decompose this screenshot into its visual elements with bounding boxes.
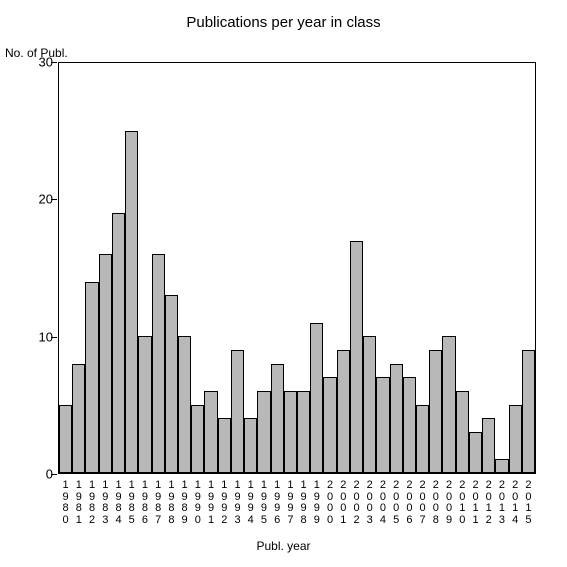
bar [271, 364, 284, 473]
bar [244, 418, 257, 473]
bar [165, 295, 178, 473]
x-tick-label: 2004 [377, 480, 389, 526]
x-tick-label: 1984 [113, 480, 125, 526]
x-tick-label: 1987 [152, 480, 164, 526]
x-tick-label: 1981 [73, 480, 85, 526]
y-tick-mark [51, 199, 57, 200]
bar [522, 350, 535, 473]
x-tick-label: 1988 [165, 480, 177, 526]
x-tick-label: 1980 [60, 480, 72, 526]
bar [482, 418, 495, 473]
bar [85, 282, 98, 473]
x-tick-label: 2003 [364, 480, 376, 526]
bar [204, 391, 217, 473]
x-tick-label: 1983 [99, 480, 111, 526]
bar [429, 350, 442, 473]
bar [363, 336, 376, 473]
bar [284, 391, 297, 473]
x-tick-label: 1989 [179, 480, 191, 526]
bar [350, 241, 363, 473]
x-tick-label: 2001 [337, 480, 349, 526]
bar [323, 377, 336, 473]
y-tick-mark [51, 62, 57, 63]
bar [125, 131, 138, 473]
y-tick-mark [51, 337, 57, 338]
bar [337, 350, 350, 473]
bar [191, 405, 204, 473]
x-axis-label: Publ. year [0, 539, 567, 553]
x-tick-label: 1986 [139, 480, 151, 526]
x-tick-label: 1994 [245, 480, 257, 526]
bar [99, 254, 112, 473]
x-tick-label: 2013 [496, 480, 508, 526]
bar [403, 377, 416, 473]
bar [152, 254, 165, 473]
bar [59, 405, 72, 473]
bar [390, 364, 403, 473]
bar [138, 336, 151, 473]
x-tick-label: 1999 [311, 480, 323, 526]
x-tick-label: 2011 [470, 480, 482, 526]
x-tick-label: 1985 [126, 480, 138, 526]
x-tick-label: 1996 [271, 480, 283, 526]
bar [456, 391, 469, 473]
y-tick-mark [51, 474, 57, 475]
x-tick-label: 2000 [324, 480, 336, 526]
bar [376, 377, 389, 473]
bar [72, 364, 85, 473]
bar [416, 405, 429, 473]
bar [178, 336, 191, 473]
x-tick-label: 2008 [430, 480, 442, 526]
x-tick-label: 2007 [417, 480, 429, 526]
x-tick-label: 1992 [218, 480, 230, 526]
x-tick-label: 1990 [192, 480, 204, 526]
bar [495, 459, 508, 473]
bar [310, 323, 323, 473]
x-tick-label: 1991 [205, 480, 217, 526]
chart-container: Publications per year in class No. of Pu… [0, 0, 567, 567]
x-tick-label: 1982 [86, 480, 98, 526]
x-tick-label: 1998 [298, 480, 310, 526]
x-tick-label: 1993 [232, 480, 244, 526]
chart-title: Publications per year in class [0, 14, 567, 31]
x-tick-label: 2009 [443, 480, 455, 526]
x-tick-label: 2002 [351, 480, 363, 526]
x-tick-label: 2006 [403, 480, 415, 526]
bar [469, 432, 482, 473]
plot-area [58, 62, 536, 474]
x-tick-label: 2012 [483, 480, 495, 526]
x-tick-label: 2014 [509, 480, 521, 526]
bar [112, 213, 125, 473]
bar [297, 391, 310, 473]
bar [257, 391, 270, 473]
x-tick-label: 2005 [390, 480, 402, 526]
y-axis-label: No. of Publ. [5, 46, 68, 60]
bar [442, 336, 455, 473]
x-tick-label: 1997 [284, 480, 296, 526]
x-tick-label: 2015 [522, 480, 534, 526]
bar [509, 405, 522, 473]
x-tick-label: 2010 [456, 480, 468, 526]
bar [218, 418, 231, 473]
x-tick-label: 1995 [258, 480, 270, 526]
bar [231, 350, 244, 473]
